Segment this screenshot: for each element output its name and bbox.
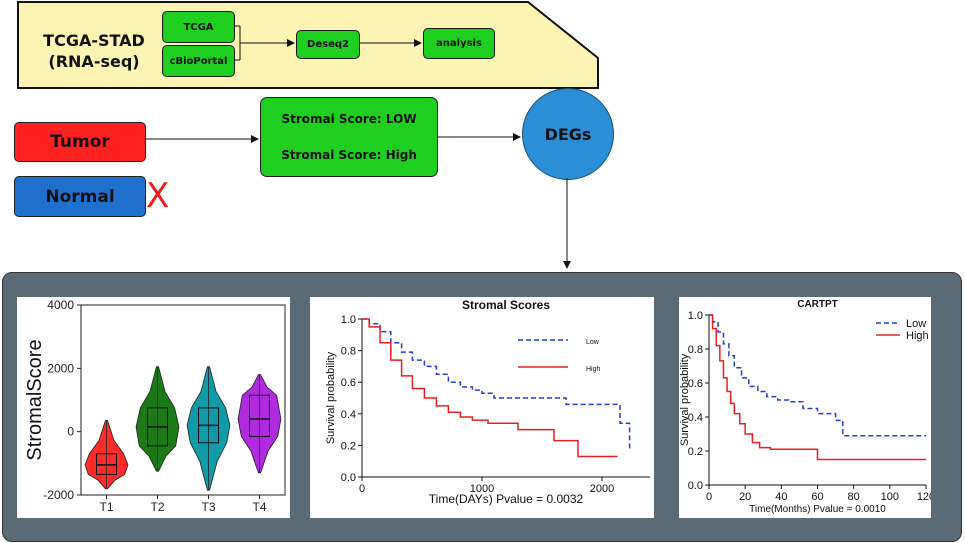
x-tick-label: 1000 <box>470 483 494 495</box>
score-high-label: Stromal Score: High <box>281 148 417 162</box>
chart-title: Stromal Scores <box>462 298 550 312</box>
y-tick-label: 0.6 <box>341 377 356 389</box>
x-tick-label: T3 <box>201 500 215 514</box>
y-tick-label: 0.2 <box>688 446 703 458</box>
degs-node: DEGs <box>522 88 614 180</box>
tumor-box: Tumor <box>14 122 146 162</box>
box-T1 <box>96 453 117 475</box>
y-tick-label: 0.2 <box>341 440 356 452</box>
y-tick-label: 0.6 <box>688 378 703 390</box>
x-axis-label: Time(Months) Pvalue = 0.0010 <box>749 504 886 515</box>
deseq2-box: Deseq2 <box>296 30 360 59</box>
km-line-low <box>709 314 926 437</box>
violin-plot-frame <box>80 304 286 496</box>
pipeline-connectors <box>234 25 422 61</box>
analysis-box: analysis <box>423 28 495 59</box>
km-stromal-panel: Stromal Scores 0.0 0.2 0.4 0.6 0.8 1.0 0 1000 200… <box>310 297 654 518</box>
km-line-low <box>362 318 631 451</box>
x-tick-label: T2 <box>150 500 164 514</box>
km-cartpt-chart: CARTPT 0.0 0.2 0.4 0.6 0.8 1.0 0 20 40 60 80 100 120 S… <box>679 299 935 515</box>
legend-label-high: High <box>906 330 929 342</box>
y-tick-label: 1.0 <box>341 314 356 326</box>
score-low-label: Stromal Score: LOW <box>281 112 417 126</box>
legend-label-low: Low <box>906 318 926 330</box>
y-tick-label: 0 <box>67 425 74 439</box>
y-axis-label: Survival probability <box>679 353 691 446</box>
box-T4 <box>249 394 270 437</box>
x-tick-label: 80 <box>848 491 860 503</box>
violin-chart: 4000 2000 0 -2000 StromalScore T1 T2 T3 T4 <box>24 298 286 514</box>
km-line-high <box>709 314 926 461</box>
tcga-box: TCGA <box>162 11 235 43</box>
flow-arrows <box>144 133 571 269</box>
x-tick-label: 120 <box>917 491 931 503</box>
y-tick-label: 0.0 <box>341 472 356 484</box>
x-tick-label: 0 <box>706 491 712 503</box>
x-axis-label: Time(DAYs) Pvalue = 0.0032 <box>429 492 584 506</box>
y-tick-label: 0.8 <box>341 346 356 358</box>
normal-box: Normal <box>14 176 146 217</box>
y-axis-label: StromalScore <box>24 339 46 460</box>
excluded-mark: X <box>146 176 170 216</box>
y-tick-label: 0.4 <box>341 409 356 421</box>
x-tick-label: 20 <box>739 491 751 503</box>
y-tick-label: 1.0 <box>688 310 703 322</box>
y-tick-label: -2000 <box>43 488 74 502</box>
x-tick-label: 100 <box>881 491 899 503</box>
legend-label-low: Low <box>586 339 600 346</box>
y-tick-label: 0.8 <box>688 344 703 356</box>
km-cartpt-panel: CARTPT 0.0 0.2 0.4 0.6 0.8 1.0 0 20 40 60 80 100 120 S… <box>679 297 935 518</box>
y-tick-label: 2000 <box>47 361 74 375</box>
x-tick-label: T1 <box>99 500 113 514</box>
chart-title: CARTPT <box>797 299 838 310</box>
x-tick-label: 60 <box>811 491 823 503</box>
x-tick-label: T4 <box>252 500 266 514</box>
x-tick-label: 40 <box>775 491 787 503</box>
x-tick-label: 2000 <box>590 483 614 495</box>
y-tick-label: 0.0 <box>688 480 703 492</box>
km-stromal-chart: Stromal Scores 0.0 0.2 0.4 0.6 0.8 1.0 0 1000 200… <box>325 298 650 506</box>
km-line-high <box>362 318 618 458</box>
x-tick-label: 0 <box>359 483 365 495</box>
cbioportal-box: cBioPortal <box>162 45 235 77</box>
y-tick-label: 0.4 <box>688 412 703 424</box>
legend-label-high: High <box>586 366 601 373</box>
source-label: TCGA-STAD (RNA-seq) <box>43 31 145 71</box>
y-tick-label: 4000 <box>47 298 74 312</box>
y-axis-label: Survival probability <box>325 351 337 444</box>
violin-panel: 4000 2000 0 -2000 StromalScore T1 T2 T3 T4 <box>17 297 290 518</box>
